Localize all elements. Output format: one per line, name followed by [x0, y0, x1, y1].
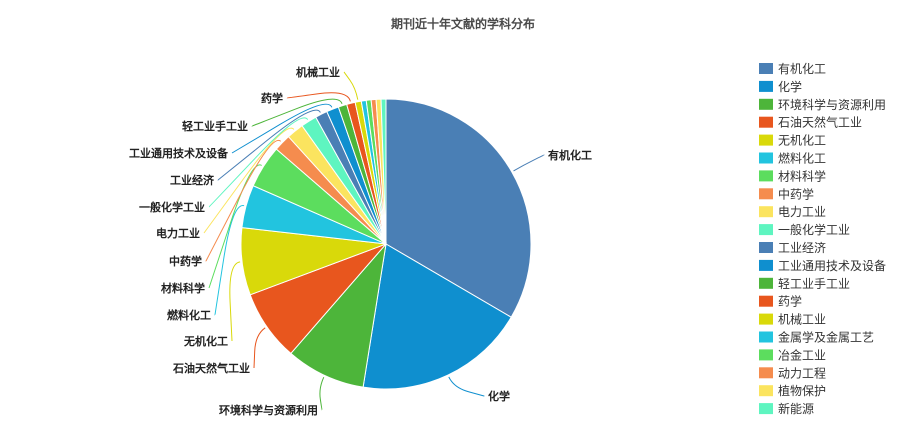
legend-label-9[interactable]: 电力工业	[778, 205, 826, 219]
legend-swatch-18[interactable]	[759, 367, 773, 379]
legend-label-16[interactable]: 金属学及金属工艺	[778, 330, 874, 345]
leader-line-15	[343, 71, 359, 100]
legend-swatch-17[interactable]	[759, 349, 773, 361]
slice-label-8: 中药学	[169, 254, 202, 268]
leader-line-4	[253, 327, 266, 369]
legend-label-17[interactable]: 冶金工业	[778, 347, 826, 362]
legend-label-8[interactable]: 中药学	[778, 186, 814, 201]
legend-swatch-20[interactable]	[759, 403, 773, 415]
leader-line-13	[251, 98, 343, 127]
slice-label-7: 材料科学	[161, 281, 205, 295]
legend-swatch-16[interactable]	[759, 331, 773, 343]
legend-label-5[interactable]: 无机化工	[778, 134, 826, 148]
legend-swatch-11[interactable]	[759, 242, 773, 253]
leader-line-10	[208, 117, 309, 208]
legend-swatch-5[interactable]	[759, 134, 773, 146]
leader-line-1	[513, 154, 545, 172]
legend-label-6[interactable]: 燃料化工	[778, 151, 826, 166]
slice-label-12: 工业通用技术及设备	[129, 146, 229, 160]
leader-line-6	[214, 205, 245, 316]
leader-line-12	[231, 103, 333, 154]
slice-label-11: 工业经济	[170, 173, 215, 187]
slice-label-3: 环境科学与资源利用	[219, 403, 318, 417]
chart-legend: 有机化工化学环境科学与资源利用石油天然气工业无机化工燃料化工材料科学中药学电力工…	[759, 62, 886, 416]
slice-label-4: 石油天然气工业	[172, 361, 250, 375]
legend-swatch-1[interactable]	[759, 63, 773, 74]
legend-label-13[interactable]: 轻工业手工业	[778, 277, 850, 291]
legend-label-2[interactable]: 化学	[778, 79, 802, 94]
slice-label-1: 有机化工	[548, 148, 592, 162]
legend-swatch-7[interactable]	[759, 170, 773, 182]
leader-line-5	[229, 261, 241, 342]
legend-label-3[interactable]: 环境科学与资源利用	[778, 97, 886, 112]
legend-label-12[interactable]: 工业通用技术及设备	[778, 259, 886, 273]
leader-line-3	[319, 376, 325, 411]
leader-line-11	[217, 109, 321, 181]
slice-label-5: 无机化工	[183, 334, 228, 348]
legend-label-15[interactable]: 机械工业	[778, 312, 826, 327]
legend-label-19[interactable]: 植物保护	[778, 383, 826, 398]
slice-label-9: 电力工业	[156, 226, 200, 240]
leader-line-9	[203, 127, 295, 234]
legend-label-11[interactable]: 工业经济	[778, 240, 826, 255]
legend-label-10[interactable]: 一般化学工业	[778, 222, 850, 237]
legend-label-14[interactable]: 药学	[778, 294, 802, 309]
chart-title: 期刊近十年文献的学科分布	[391, 16, 535, 31]
slice-label-6: 燃料化工	[166, 308, 211, 322]
pie-slice-1[interactable]	[385, 98, 532, 318]
legend-swatch-3[interactable]	[759, 98, 773, 110]
slice-label-15: 机械工业	[296, 65, 340, 79]
leader-line-2	[448, 376, 485, 397]
legend-swatch-14[interactable]	[759, 295, 773, 307]
legend-swatch-9[interactable]	[759, 206, 773, 218]
slice-label-10: 一般化学工业	[139, 200, 205, 214]
pie-slice-20[interactable]	[380, 98, 387, 245]
legend-label-20[interactable]: 新能源	[778, 401, 814, 416]
legend-swatch-4[interactable]	[759, 116, 773, 128]
legend-label-1[interactable]: 有机化工	[778, 62, 826, 76]
pie-slice-2[interactable]	[362, 243, 512, 390]
legend-swatch-13[interactable]	[759, 277, 773, 289]
legend-label-18[interactable]: 动力工程	[778, 365, 826, 380]
leader-line-8	[205, 139, 282, 262]
legend-swatch-8[interactable]	[759, 188, 773, 200]
legend-label-7[interactable]: 材料科学	[778, 168, 826, 183]
legend-swatch-19[interactable]	[759, 385, 773, 397]
legend-swatch-10[interactable]	[759, 224, 773, 236]
slice-label-13: 轻工业手工业	[182, 119, 248, 133]
pie-slice-3[interactable]	[290, 242, 387, 388]
legend-swatch-2[interactable]	[759, 80, 773, 92]
leader-line-14	[286, 92, 351, 102]
slice-label-2: 化学	[488, 389, 510, 403]
legend-swatch-15[interactable]	[759, 313, 773, 325]
pie-slices	[240, 98, 532, 390]
legend-swatch-12[interactable]	[759, 259, 773, 271]
legend-label-4[interactable]: 石油天然气工业	[778, 115, 862, 130]
legend-swatch-6[interactable]	[759, 152, 773, 164]
slice-label-14: 药学	[261, 91, 283, 105]
